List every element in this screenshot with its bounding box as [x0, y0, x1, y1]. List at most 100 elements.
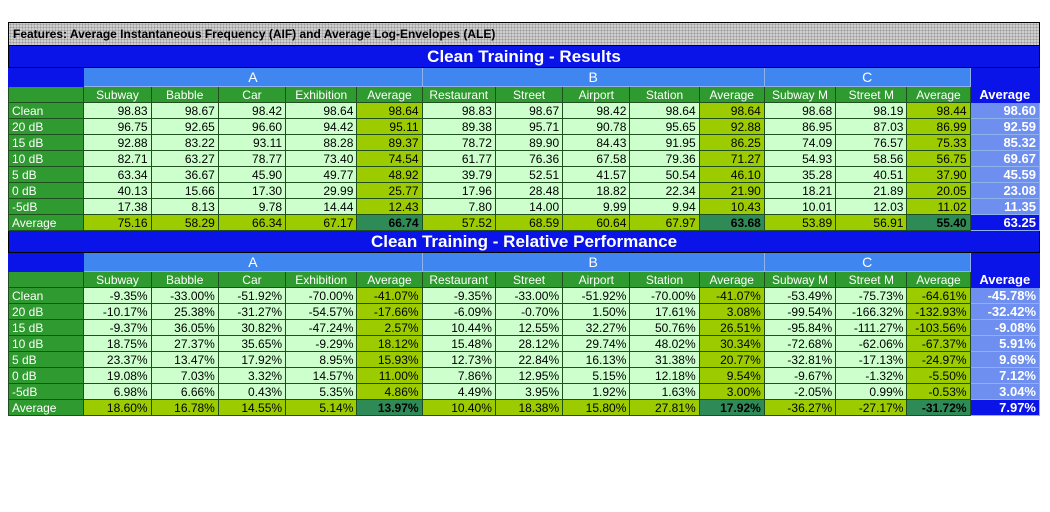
data-cell[interactable]: 14.55%: [217, 399, 287, 416]
data-cell[interactable]: 18.82: [562, 182, 631, 199]
data-cell[interactable]: 9.94: [629, 198, 700, 215]
data-cell[interactable]: 67.58: [562, 150, 631, 167]
data-cell[interactable]: 23.37%: [83, 351, 152, 368]
data-cell[interactable]: 7.12%: [969, 367, 1041, 384]
data-cell[interactable]: 17.38: [83, 198, 152, 215]
data-cell[interactable]: 73.40: [285, 150, 358, 167]
data-cell[interactable]: 6.98%: [83, 383, 152, 400]
data-cell[interactable]: -33.00%: [150, 287, 219, 304]
data-cell[interactable]: 18.75%: [83, 335, 152, 352]
data-cell[interactable]: 89.38: [421, 118, 496, 135]
data-cell[interactable]: -47.24%: [285, 319, 358, 336]
data-cell[interactable]: 98.83: [421, 102, 496, 119]
data-cell[interactable]: -45.78%: [969, 287, 1041, 304]
data-cell[interactable]: 98.60: [969, 102, 1041, 119]
data-cell[interactable]: 45.59: [969, 166, 1041, 183]
data-cell[interactable]: 10.44%: [421, 319, 496, 336]
data-cell[interactable]: 39.79: [421, 166, 496, 183]
data-cell[interactable]: 35.28: [763, 166, 837, 183]
data-cell[interactable]: 88.28: [285, 134, 358, 151]
data-cell[interactable]: 74.09: [763, 134, 837, 151]
data-cell[interactable]: 87.03: [835, 118, 908, 135]
data-cell[interactable]: 15.80%: [562, 399, 631, 416]
data-cell[interactable]: 55.40: [906, 214, 971, 231]
data-cell[interactable]: 67.97: [629, 214, 700, 231]
data-cell[interactable]: 58.56: [835, 150, 908, 167]
data-cell[interactable]: 1.50%: [562, 303, 631, 320]
data-cell[interactable]: 74.54: [356, 150, 423, 167]
data-cell[interactable]: 98.68: [763, 102, 837, 119]
data-cell[interactable]: -0.70%: [494, 303, 564, 320]
data-cell[interactable]: 69.67: [969, 150, 1041, 167]
data-cell[interactable]: 18.12%: [356, 335, 423, 352]
data-cell[interactable]: 5.14%: [285, 399, 358, 416]
data-cell[interactable]: 78.72: [421, 134, 496, 151]
data-cell[interactable]: 75.16: [83, 214, 152, 231]
data-cell[interactable]: -67.37%: [906, 335, 971, 352]
data-cell[interactable]: 3.04%: [969, 383, 1041, 400]
data-cell[interactable]: 75.33: [906, 134, 971, 151]
data-cell[interactable]: 3.08%: [698, 303, 765, 320]
data-cell[interactable]: -70.00%: [285, 287, 358, 304]
data-cell[interactable]: 37.90: [906, 166, 971, 183]
data-cell[interactable]: 14.44: [285, 198, 358, 215]
data-cell[interactable]: -99.54%: [763, 303, 837, 320]
data-cell[interactable]: -5.50%: [906, 367, 971, 384]
data-cell[interactable]: 23.08: [969, 182, 1041, 199]
data-cell[interactable]: -70.00%: [629, 287, 700, 304]
data-cell[interactable]: -10.17%: [83, 303, 152, 320]
data-cell[interactable]: 11.02: [906, 198, 971, 215]
data-cell[interactable]: 53.89: [763, 214, 837, 231]
data-cell[interactable]: 14.57%: [285, 367, 358, 384]
data-cell[interactable]: 12.95%: [494, 367, 564, 384]
data-cell[interactable]: 45.90: [217, 166, 287, 183]
data-cell[interactable]: -41.07%: [356, 287, 423, 304]
data-cell[interactable]: 5.35%: [285, 383, 358, 400]
data-cell[interactable]: 41.57: [562, 166, 631, 183]
data-cell[interactable]: 98.42: [217, 102, 287, 119]
data-cell[interactable]: 92.88: [698, 118, 765, 135]
data-cell[interactable]: 17.30: [217, 182, 287, 199]
data-cell[interactable]: 96.60: [217, 118, 287, 135]
data-cell[interactable]: 50.76%: [629, 319, 700, 336]
data-cell[interactable]: -1.32%: [835, 367, 908, 384]
data-cell[interactable]: 7.03%: [150, 367, 219, 384]
data-cell[interactable]: 26.51%: [698, 319, 765, 336]
data-cell[interactable]: 63.27: [150, 150, 219, 167]
data-cell[interactable]: -54.57%: [285, 303, 358, 320]
data-cell[interactable]: 40.51: [835, 166, 908, 183]
data-cell[interactable]: 86.95: [763, 118, 837, 135]
data-cell[interactable]: 20.77%: [698, 351, 765, 368]
data-cell[interactable]: -51.92%: [562, 287, 631, 304]
data-cell[interactable]: 13.97%: [356, 399, 423, 416]
data-cell[interactable]: -2.05%: [763, 383, 837, 400]
data-cell[interactable]: 30.34%: [698, 335, 765, 352]
data-cell[interactable]: -166.32%: [835, 303, 908, 320]
data-cell[interactable]: -31.72%: [906, 399, 971, 416]
data-cell[interactable]: 98.19: [835, 102, 908, 119]
data-cell[interactable]: -9.35%: [83, 287, 152, 304]
data-cell[interactable]: 12.43: [356, 198, 423, 215]
data-cell[interactable]: 46.10: [698, 166, 765, 183]
data-cell[interactable]: 95.71: [494, 118, 564, 135]
data-cell[interactable]: 61.77: [421, 150, 496, 167]
data-cell[interactable]: 57.52: [421, 214, 496, 231]
data-cell[interactable]: 86.99: [906, 118, 971, 135]
data-cell[interactable]: 10.40%: [421, 399, 496, 416]
data-cell[interactable]: 98.64: [698, 102, 765, 119]
data-cell[interactable]: 12.18%: [629, 367, 700, 384]
data-cell[interactable]: 16.78%: [150, 399, 219, 416]
data-cell[interactable]: -9.67%: [763, 367, 837, 384]
data-cell[interactable]: -27.17%: [835, 399, 908, 416]
data-cell[interactable]: 92.65: [150, 118, 219, 135]
data-cell[interactable]: 98.44: [906, 102, 971, 119]
data-cell[interactable]: 79.36: [629, 150, 700, 167]
data-cell[interactable]: 29.74%: [562, 335, 631, 352]
data-cell[interactable]: 8.13: [150, 198, 219, 215]
data-cell[interactable]: 91.95: [629, 134, 700, 151]
data-cell[interactable]: -36.27%: [763, 399, 837, 416]
data-cell[interactable]: 17.96: [421, 182, 496, 199]
data-cell[interactable]: 28.12%: [494, 335, 564, 352]
data-cell[interactable]: -103.56%: [906, 319, 971, 336]
data-cell[interactable]: 98.42: [562, 102, 631, 119]
